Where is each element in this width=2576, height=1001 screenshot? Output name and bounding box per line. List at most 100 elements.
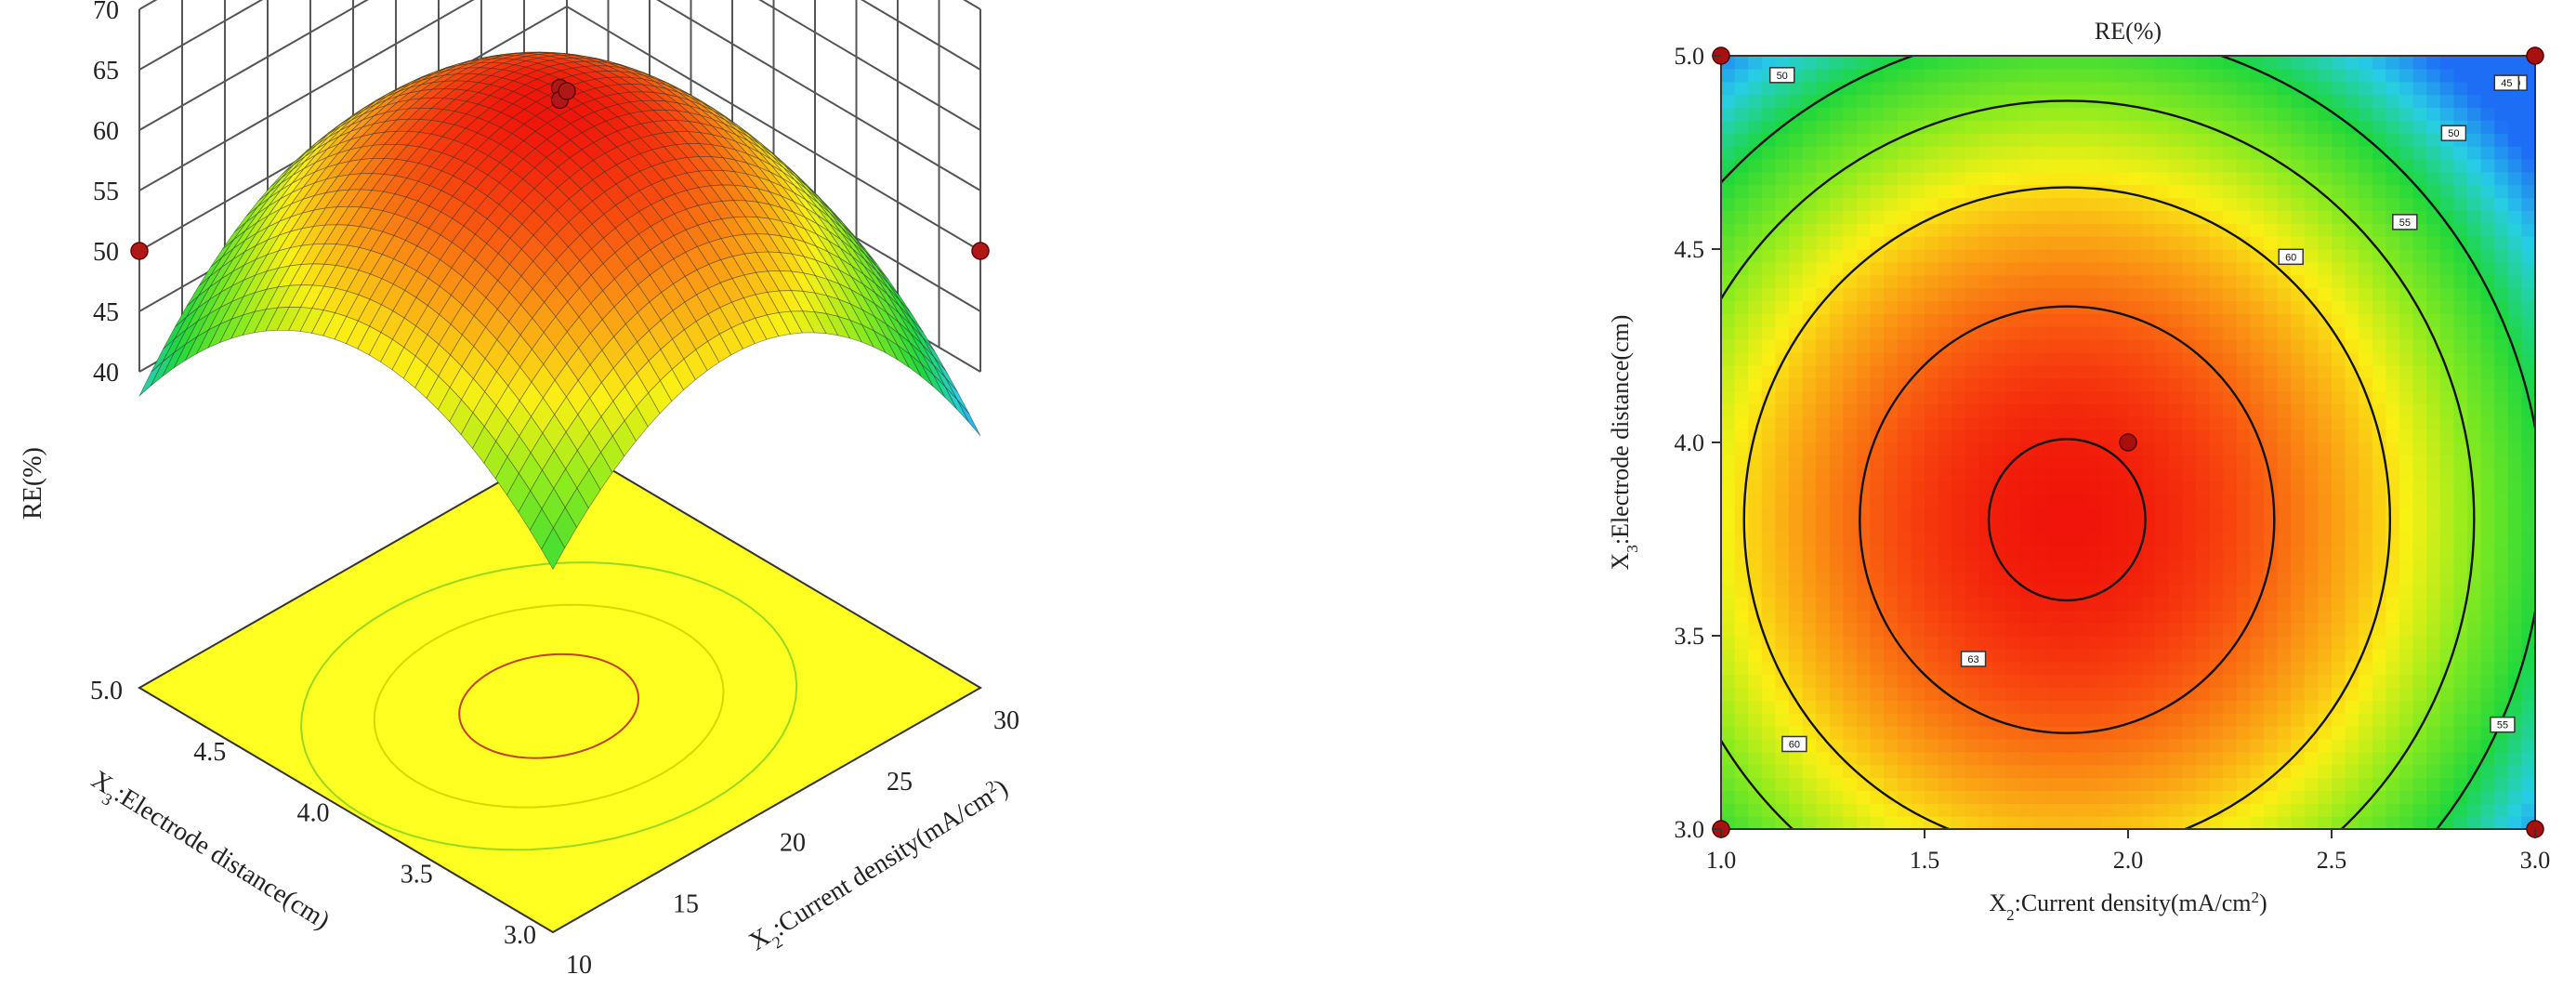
contour-heat-cell <box>2155 571 2170 586</box>
contour-heat-cell <box>2521 454 2535 469</box>
contour-heat-cell <box>2318 171 2333 186</box>
contour-heat-cell <box>1802 764 1817 779</box>
contour-heat-cell <box>2100 429 2115 443</box>
contour-heat-cell <box>2236 339 2251 353</box>
contour-heat-cell <box>1965 236 1979 250</box>
contour-heat-cell <box>2209 468 2224 482</box>
contour-heat-cell <box>1721 738 1736 753</box>
contour-heat-cell <box>1734 713 1749 727</box>
contour-heat-cell <box>2087 197 2102 211</box>
contour-heat-cell <box>1870 184 1885 199</box>
contour-heat-cell <box>2100 171 2115 186</box>
contour-heat-cell <box>1816 158 1831 173</box>
contour-heat-cell <box>2060 816 2075 829</box>
contour-heat-cell <box>1761 700 1776 714</box>
contour-heat-cell <box>1816 468 1831 482</box>
contour-heat-cell <box>2291 454 2306 469</box>
contour-heat-cell <box>2507 261 2522 276</box>
contour-heat-cell <box>2100 507 2115 520</box>
contour-heat-cell <box>1938 56 1952 70</box>
contour-heat-cell <box>2494 236 2509 250</box>
contour-heat-cell <box>2453 507 2468 520</box>
contour-heat-cell <box>2264 351 2279 366</box>
contour-heat-cell <box>2412 81 2427 96</box>
contour-heat-cell <box>2264 816 2279 829</box>
contour-heat-cell <box>2073 674 2088 689</box>
contour-heat-cell <box>1938 326 1952 340</box>
contour-heat-cell <box>2345 236 2359 250</box>
contour-heat-cell <box>1925 558 1939 573</box>
contour-heat-cell <box>1721 429 1736 443</box>
contour-heat-cell <box>1897 533 1912 547</box>
contour-heat-cell <box>2032 648 2047 663</box>
contour-heat-cell <box>2005 738 2020 753</box>
contour-heat-cell <box>1870 403 1885 417</box>
contour-heat-cell <box>2345 197 2359 211</box>
contour-heat-cell <box>2521 339 2535 353</box>
contour-heat-cell <box>1870 636 1885 650</box>
contour-heat-cell <box>1857 597 1872 611</box>
contour-heat-cell <box>1843 661 1858 676</box>
contour-heat-cell <box>2467 468 2482 482</box>
contour-heat-cell <box>1952 261 1966 276</box>
contour-heat-cell <box>2318 416 2333 430</box>
contour-heat-cell <box>2318 597 2333 611</box>
contour-heat-cell <box>2087 171 2102 186</box>
contour-heat-cell <box>2332 636 2346 650</box>
contour-heat-cell <box>1761 158 1776 173</box>
contour-heat-cell <box>2359 454 2373 469</box>
contour-heat-cell <box>2087 610 2102 624</box>
contour-heat-cell <box>1938 636 1952 650</box>
contour-heat-cell <box>1829 261 1844 276</box>
contour-heat-cell <box>2100 261 2115 276</box>
contour-heat-cell <box>2521 197 2535 211</box>
contour-heat-cell <box>1857 674 1872 689</box>
contour-heat-cell <box>2073 107 2088 121</box>
contour-heat-cell <box>2128 364 2143 379</box>
contour-heat-cell <box>1775 648 1790 663</box>
contour-heat-cell <box>1978 584 1993 598</box>
contour-heat-cell <box>2277 661 2292 676</box>
contour-heat-cell <box>1857 610 1872 624</box>
contour-heat-cell <box>1843 558 1858 573</box>
contour-heat-cell <box>2439 429 2454 443</box>
contour-heat-cell <box>2426 623 2441 637</box>
contour-heat-cell <box>2318 738 2333 753</box>
contour-heat-cell <box>2182 713 2197 727</box>
contour-heat-cell <box>2155 764 2170 779</box>
contour-heat-cell <box>1775 442 1790 456</box>
contour-heat-cell <box>2439 533 2454 547</box>
contour-heat-cell <box>2480 597 2495 611</box>
contour-heat-cell <box>2196 713 2211 727</box>
contour-heat-cell <box>1925 171 1939 186</box>
contour-heat-cell <box>2168 481 2183 495</box>
contour-heat-cell <box>2467 146 2482 160</box>
contour-heat-cell <box>1925 726 1939 740</box>
contour-heat-cell <box>1789 610 1804 624</box>
contour-heat-cell <box>2250 287 2265 302</box>
contour-heat-cell <box>1965 520 1979 533</box>
contour-heat-cell <box>2385 751 2400 766</box>
contour-heat-cell <box>1965 726 1979 740</box>
contour-heat-cell <box>1992 223 2007 237</box>
contour-heat-cell <box>2480 146 2495 160</box>
contour-heat-cell <box>2060 468 2075 482</box>
contour-heat-cell <box>2196 68 2211 83</box>
contour-heat-cell <box>1802 81 1817 96</box>
contour-heat-cell <box>2236 287 2251 302</box>
contour-heat-cell <box>2521 171 2535 186</box>
contour-heat-cell <box>2128 377 2143 392</box>
contour-heat-cell <box>2521 364 2535 379</box>
contour-heat-cell <box>2453 481 2468 495</box>
contour-heat-cell <box>1829 558 1844 573</box>
contour-heat-cell <box>2304 68 2319 83</box>
surface-x-tick-label: 10 <box>566 951 592 980</box>
contour-heat-cell <box>2385 133 2400 147</box>
contour-heat-cell <box>2100 777 2115 791</box>
contour-heat-cell <box>1816 610 1831 624</box>
contour-heat-cell <box>2318 790 2333 804</box>
contour-heat-cell <box>1965 468 1979 482</box>
contour-heat-cell <box>1748 454 1763 469</box>
contour-heat-cell <box>2372 223 2386 237</box>
contour-heat-cell <box>2032 597 2047 611</box>
